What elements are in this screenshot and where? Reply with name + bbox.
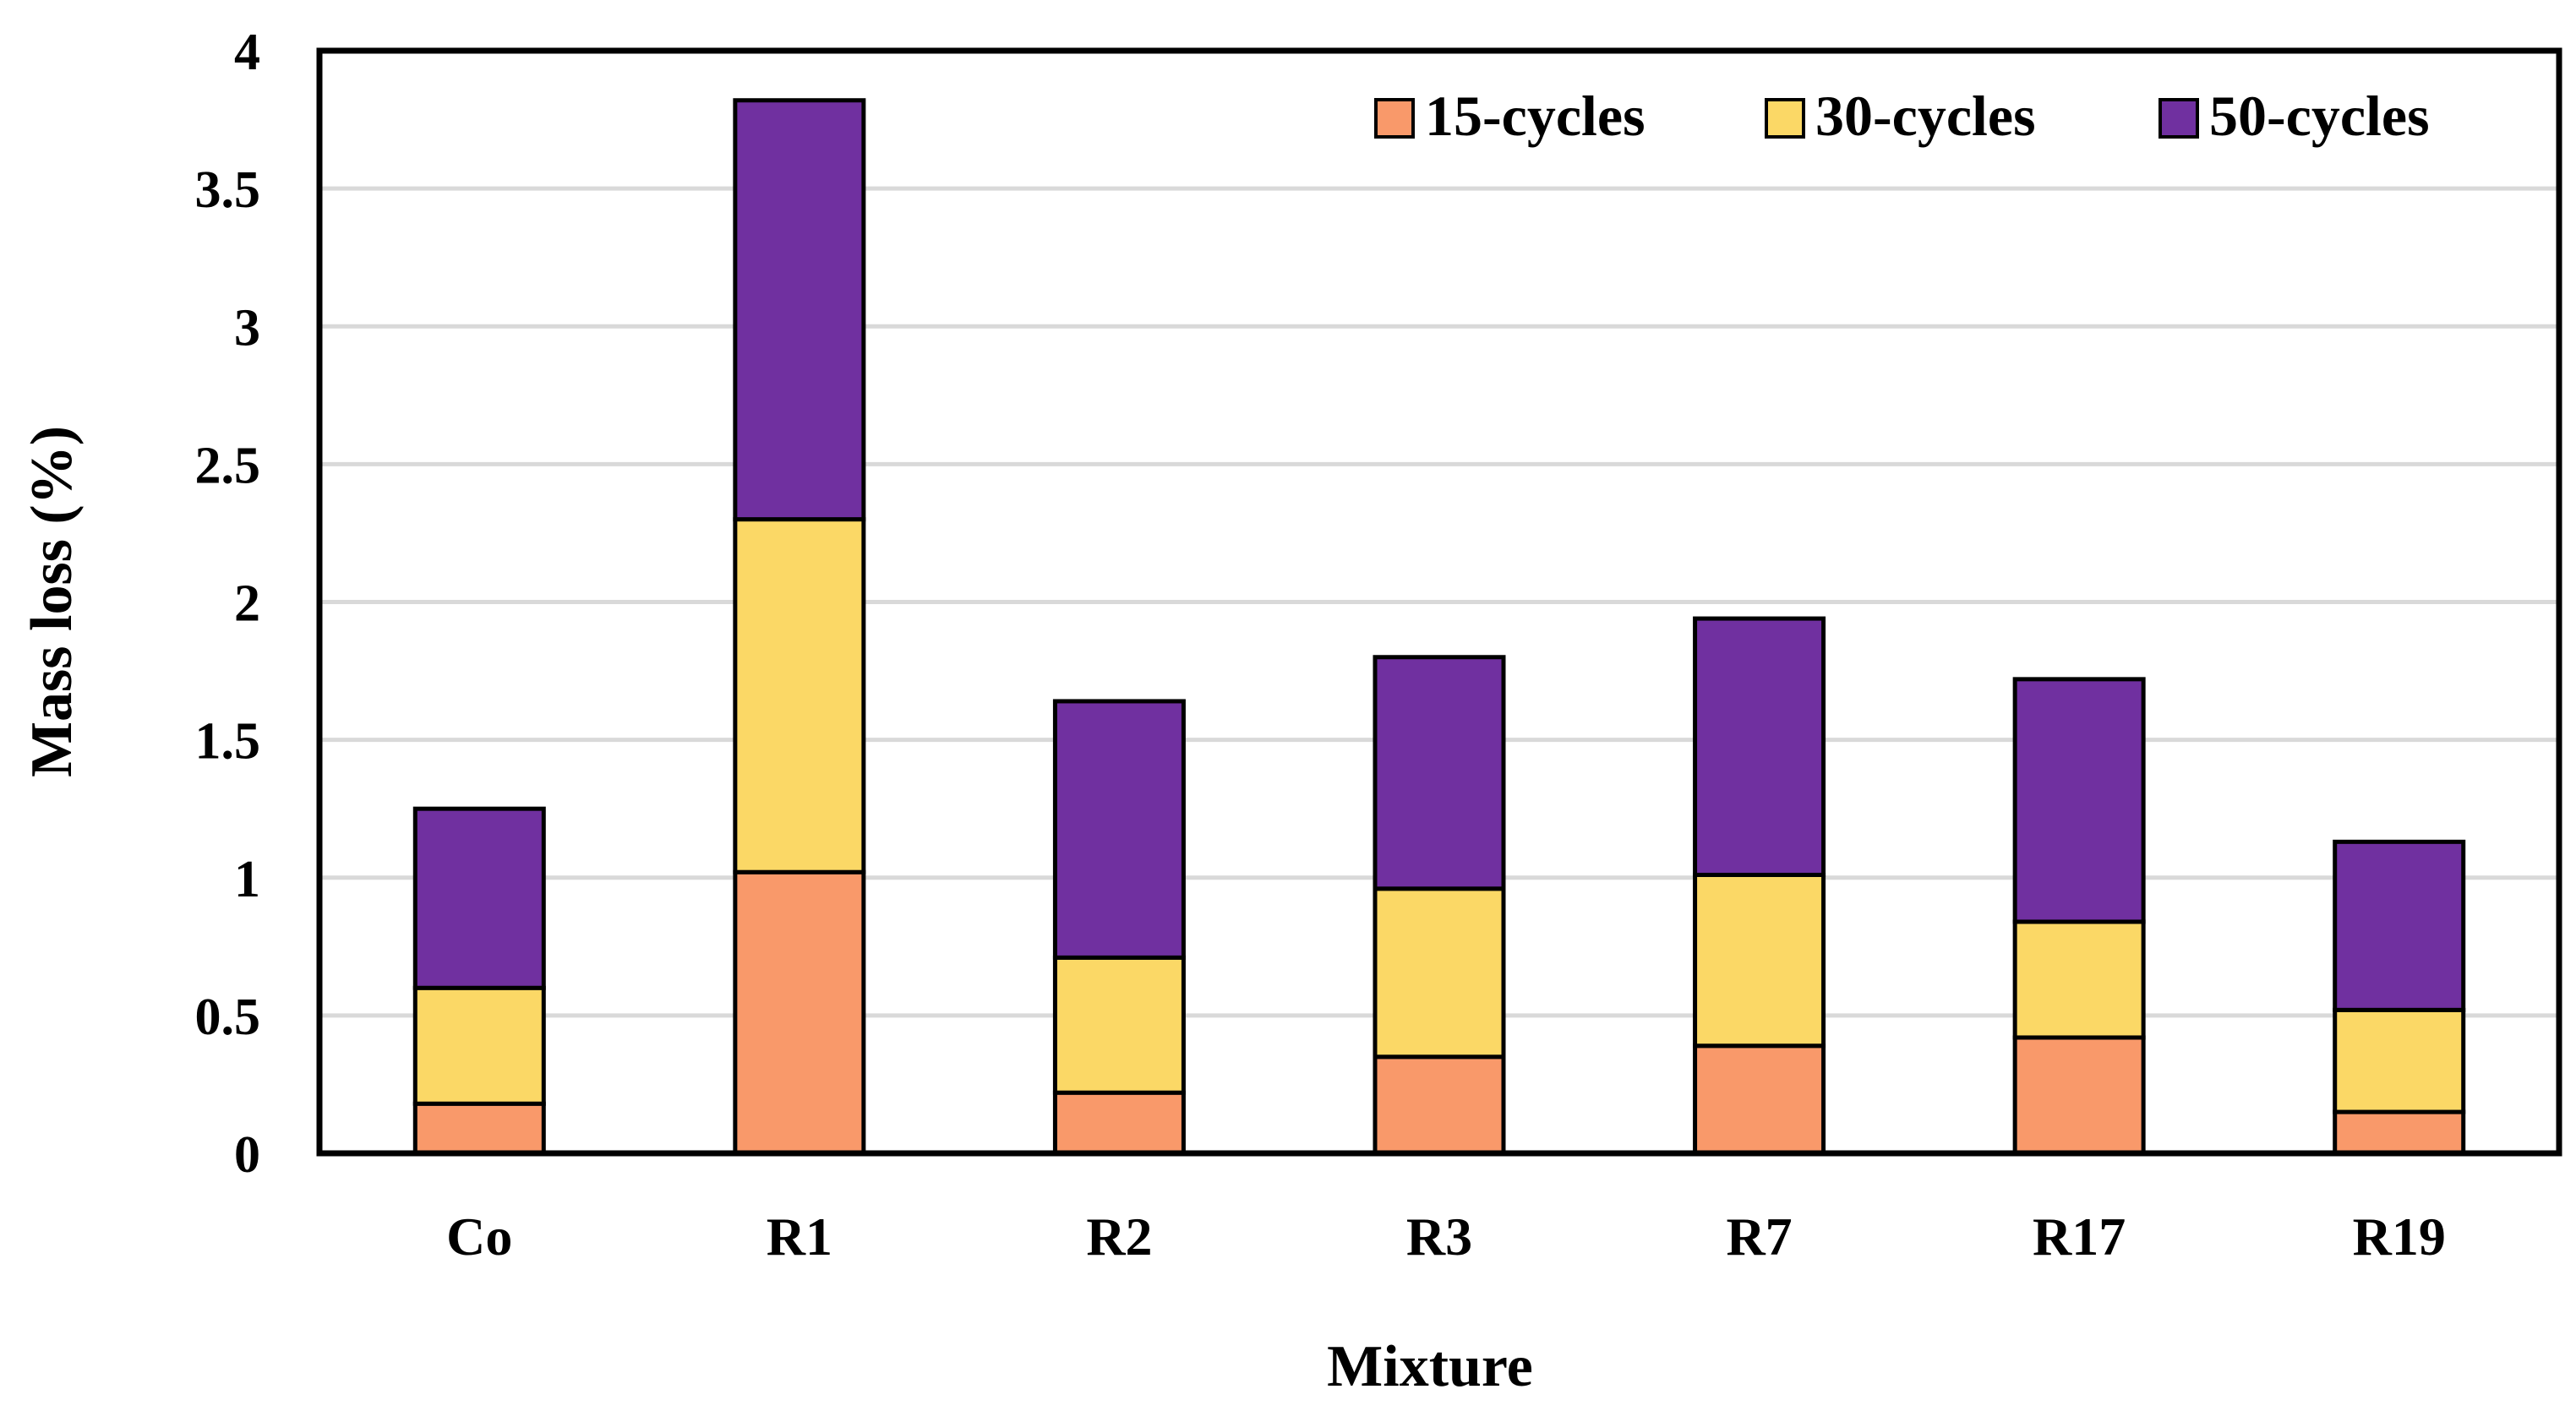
bar-r17-50-cycles	[2012, 677, 2146, 924]
bar-r17-30-cycles	[2012, 919, 2146, 1040]
bar-co-50-cycles	[412, 806, 546, 990]
y-axis-title: Mass loss (%)	[19, 426, 85, 777]
y-tick-label: 1	[234, 851, 260, 908]
bar-r2-50-cycles	[1052, 699, 1186, 960]
bar-r3-15-cycles	[1373, 1054, 1506, 1156]
y-axis-ticks: 0 0.5 1 1.5 2 2.5 3 3.5 4	[195, 24, 261, 1184]
bar-r1-15-cycles	[733, 869, 866, 1156]
bar-r17-15-cycles	[2012, 1035, 2146, 1156]
bar-co-15-cycles	[412, 1101, 546, 1156]
y-tick-label: 0.5	[195, 989, 261, 1046]
x-tick-label: R7	[1726, 1207, 1792, 1267]
legend-label: 30-cycles	[1815, 84, 2036, 148]
y-tick-label: 2	[234, 575, 260, 633]
legend-swatch-50-cycles	[2158, 98, 2199, 139]
bar-r3-30-cycles	[1373, 886, 1506, 1060]
bar-r7-50-cycles	[1693, 616, 1826, 877]
legend: 15-cycles 30-cycles 50-cycles	[1374, 84, 2430, 148]
x-tick-label: R19	[2353, 1207, 2446, 1267]
x-axis-ticks: Co R1 R2 R3 R7 R17 R19	[446, 1207, 2446, 1267]
bar-r19-50-cycles	[2333, 839, 2466, 1012]
x-tick-label: Co	[446, 1207, 512, 1267]
bar-r7-15-cycles	[1693, 1043, 1826, 1156]
legend-swatch-15-cycles	[1374, 98, 1415, 139]
bar-r7-30-cycles	[1693, 872, 1826, 1049]
bar-r19-15-cycles	[2333, 1109, 2466, 1156]
bars	[412, 98, 2466, 1156]
x-tick-label: R1	[767, 1207, 832, 1267]
y-tick-label: 3.5	[195, 161, 261, 219]
bar-r3-50-cycles	[1373, 655, 1506, 891]
legend-swatch-30-cycles	[1765, 98, 1805, 139]
bar-r19-30-cycles	[2333, 1007, 2466, 1114]
bar-r2-30-cycles	[1052, 955, 1186, 1095]
y-tick-label: 2.5	[195, 437, 261, 494]
plot-frame	[316, 47, 2562, 1157]
bar-r1-50-cycles	[733, 98, 866, 522]
x-tick-label: R2	[1086, 1207, 1152, 1267]
y-tick-label: 0	[234, 1126, 260, 1184]
legend-label: 15-cycles	[1425, 84, 1645, 148]
x-tick-label: R17	[2033, 1207, 2126, 1267]
y-tick-label: 1.5	[195, 713, 261, 771]
x-tick-label: R3	[1406, 1207, 1472, 1267]
bar-r1-30-cycles	[733, 517, 866, 874]
y-tick-label: 3	[234, 299, 260, 357]
y-tick-label: 4	[234, 24, 260, 81]
x-axis-title: Mixture	[1327, 1334, 1533, 1399]
legend-label: 50-cycles	[2209, 84, 2430, 148]
bar-r2-15-cycles	[1052, 1090, 1186, 1156]
bar-co-30-cycles	[412, 985, 546, 1106]
